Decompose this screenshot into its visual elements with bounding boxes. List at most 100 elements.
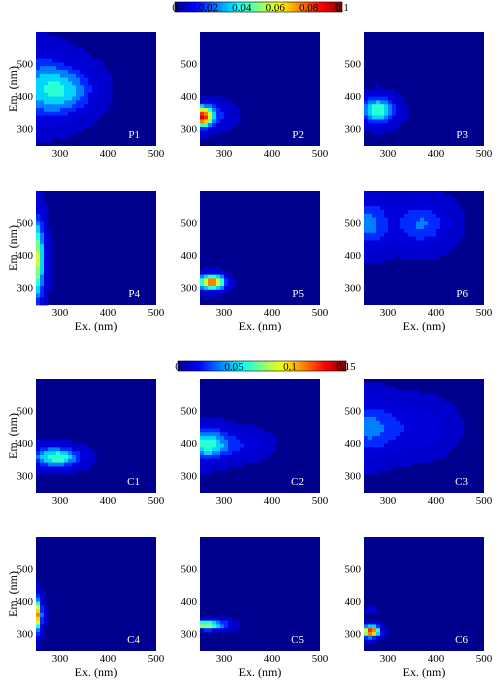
intensity-cell bbox=[108, 92, 113, 97]
intensity-cell bbox=[216, 115, 221, 120]
intensity-cell bbox=[380, 123, 385, 128]
colorbar-2: 0 0.05 0.1 0.15 bbox=[175, 360, 356, 373]
intensity-cell bbox=[444, 202, 449, 207]
intensity-cell bbox=[84, 89, 89, 94]
intensity-cell bbox=[460, 221, 465, 226]
intensity-cell bbox=[368, 213, 373, 218]
y-tick-label: 300 bbox=[345, 471, 362, 483]
intensity-cell bbox=[440, 424, 445, 429]
intensity-cell bbox=[424, 458, 429, 463]
intensity-cell bbox=[416, 443, 421, 448]
intensity-cell bbox=[420, 398, 425, 403]
intensity-cell bbox=[204, 624, 209, 629]
intensity-cell bbox=[384, 251, 389, 256]
intensity-cell bbox=[388, 443, 393, 448]
intensity-cell bbox=[200, 123, 205, 128]
intensity-cell bbox=[364, 466, 369, 471]
intensity-cell bbox=[376, 432, 381, 437]
intensity-cell bbox=[408, 390, 413, 395]
x-tick-label: 300 bbox=[52, 653, 69, 665]
intensity-cell bbox=[364, 628, 369, 633]
intensity-cell bbox=[216, 267, 221, 272]
intensity-cell bbox=[52, 134, 57, 139]
intensity-cell bbox=[436, 217, 441, 222]
intensity-cell bbox=[416, 240, 421, 245]
intensity-cell bbox=[404, 413, 409, 418]
intensity-cell bbox=[224, 616, 229, 621]
intensity-cell bbox=[76, 51, 81, 56]
intensity-cell bbox=[428, 409, 433, 414]
intensity-cell bbox=[252, 439, 257, 444]
y-tick-label: 400 bbox=[181, 438, 198, 450]
intensity-cell bbox=[40, 244, 45, 249]
intensity-cell bbox=[224, 624, 229, 629]
intensity-cell bbox=[400, 458, 405, 463]
intensity-cell bbox=[396, 213, 401, 218]
panel-label: C3 bbox=[455, 476, 468, 488]
intensity-cell bbox=[428, 443, 433, 448]
intensity-cell bbox=[76, 115, 81, 120]
intensity-cell bbox=[376, 244, 381, 249]
intensity-cell bbox=[420, 251, 425, 256]
x-axis-label: Ex. (nm) bbox=[239, 665, 282, 679]
fluorescence-field bbox=[36, 439, 97, 475]
intensity-cell bbox=[48, 58, 53, 63]
intensity-cell bbox=[48, 263, 53, 268]
intensity-cell bbox=[220, 439, 225, 444]
intensity-cell bbox=[420, 191, 425, 196]
intensity-cell bbox=[216, 417, 221, 422]
x-tick-label: 500 bbox=[476, 148, 493, 160]
intensity-cell bbox=[368, 628, 373, 633]
intensity-cell bbox=[104, 89, 109, 94]
intensity-cell bbox=[380, 424, 385, 429]
intensity-cell bbox=[392, 232, 397, 237]
intensity-cell bbox=[412, 432, 417, 437]
panel-label: C2 bbox=[291, 476, 304, 488]
intensity-cell bbox=[456, 202, 461, 207]
intensity-cell bbox=[216, 443, 221, 448]
intensity-cell bbox=[212, 432, 217, 437]
intensity-cell bbox=[404, 206, 409, 211]
intensity-cell bbox=[264, 439, 269, 444]
intensity-cell bbox=[204, 127, 209, 132]
x-tick-label: 300 bbox=[52, 495, 69, 507]
intensity-cell bbox=[428, 221, 433, 226]
y-tick-label: 400 bbox=[345, 596, 362, 608]
intensity-cell bbox=[428, 424, 433, 429]
intensity-cell bbox=[232, 108, 237, 113]
intensity-cell bbox=[376, 96, 381, 101]
intensity-cell bbox=[412, 394, 417, 399]
intensity-cell bbox=[48, 92, 53, 97]
intensity-cell bbox=[44, 89, 49, 94]
intensity-cell bbox=[368, 455, 373, 460]
intensity-cell bbox=[380, 451, 385, 456]
intensity-cell bbox=[248, 432, 253, 437]
intensity-cell bbox=[420, 236, 425, 241]
intensity-cell bbox=[40, 263, 45, 268]
intensity-cell bbox=[204, 466, 209, 471]
intensity-cell bbox=[76, 77, 81, 82]
intensity-cell bbox=[408, 236, 413, 241]
intensity-cell bbox=[412, 206, 417, 211]
intensity-cell bbox=[40, 439, 45, 444]
intensity-cell bbox=[52, 447, 57, 452]
intensity-cell bbox=[96, 104, 101, 109]
intensity-cell bbox=[96, 66, 101, 71]
intensity-cell bbox=[392, 432, 397, 437]
intensity-cell bbox=[424, 191, 429, 196]
intensity-cell bbox=[432, 398, 437, 403]
intensity-cell bbox=[80, 100, 85, 105]
intensity-cell bbox=[372, 92, 377, 97]
intensity-cell bbox=[40, 191, 45, 196]
intensity-cell bbox=[64, 127, 69, 132]
intensity-cell bbox=[60, 462, 65, 467]
intensity-cell bbox=[396, 221, 401, 226]
intensity-cell bbox=[432, 401, 437, 406]
intensity-cell bbox=[60, 85, 65, 90]
intensity-cell bbox=[460, 225, 465, 230]
intensity-cell bbox=[72, 100, 77, 105]
intensity-cell bbox=[236, 620, 241, 625]
intensity-cell bbox=[232, 624, 237, 629]
intensity-cell bbox=[428, 206, 433, 211]
intensity-cell bbox=[416, 255, 421, 260]
